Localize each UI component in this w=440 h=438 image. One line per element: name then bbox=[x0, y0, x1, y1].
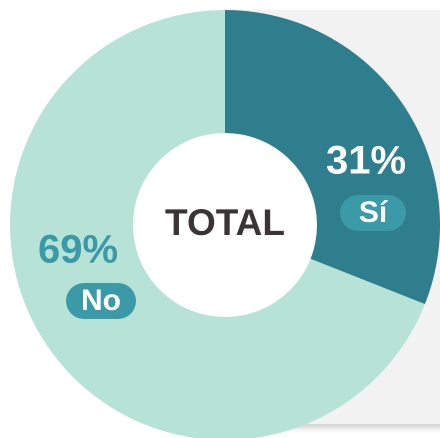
category-pill bbox=[340, 195, 406, 231]
category-label: Sí bbox=[359, 196, 389, 229]
category-label: No bbox=[81, 284, 121, 317]
category-pill bbox=[66, 283, 136, 319]
center-label: TOTAL bbox=[165, 202, 285, 243]
value-label: 31% bbox=[326, 139, 406, 183]
value-label: 69% bbox=[38, 228, 118, 272]
donut-hole bbox=[133, 133, 317, 317]
